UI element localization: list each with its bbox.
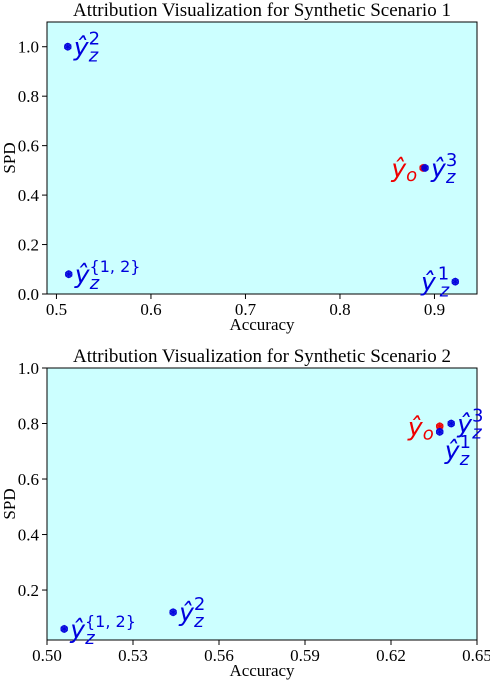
x-tick-label: 0.62 bbox=[376, 646, 406, 665]
point-label-base: ŷ bbox=[456, 410, 473, 439]
point-label: ŷ{1, 2} bbox=[74, 257, 141, 289]
point-label: ŷ2 bbox=[73, 29, 100, 62]
point-label-superscript: 1 bbox=[438, 264, 449, 285]
chart-title: Attribution Visualization for Synthetic … bbox=[73, 346, 451, 367]
data-point-group: ŷ1z bbox=[435, 427, 471, 470]
point-label-base: ŷ bbox=[444, 436, 461, 465]
y-tick-label: 1.0 bbox=[18, 38, 39, 57]
data-point-marker bbox=[421, 165, 429, 171]
x-axis-label: Accuracy bbox=[229, 315, 295, 334]
y-axis-label: SPD bbox=[0, 142, 19, 173]
y-tick-label: 0.2 bbox=[18, 236, 39, 255]
plot-area bbox=[46, 367, 478, 641]
point-label-superscript: {1, 2} bbox=[85, 612, 136, 631]
point-label-subscript: o bbox=[423, 423, 434, 444]
plot-area bbox=[46, 21, 478, 295]
point-label: ŷ3 bbox=[456, 406, 483, 439]
x-tick-label: 0.56 bbox=[204, 646, 234, 665]
data-point-group: ŷ{1, 2}z bbox=[64, 257, 141, 294]
point-label-base: ŷ bbox=[69, 615, 86, 644]
y-tick-label: 0.2 bbox=[18, 581, 39, 600]
data-point-group: ŷ3z bbox=[447, 406, 483, 444]
data-point-group: ŷ3z bbox=[421, 150, 457, 188]
point-label-base: ŷ bbox=[73, 33, 90, 62]
data-point-marker bbox=[436, 429, 444, 435]
x-tick-label: 0.59 bbox=[290, 646, 320, 665]
point-label-superscript: 1 bbox=[460, 432, 471, 453]
data-point-group: ŷ2z bbox=[169, 594, 205, 632]
data-point-group: ŷ2z bbox=[63, 29, 100, 67]
y-tick-label: 0.6 bbox=[18, 470, 39, 489]
point-label: ŷ{1, 2} bbox=[69, 612, 136, 644]
point-label: ŷ1 bbox=[444, 432, 471, 465]
data-point-group: ŷo bbox=[407, 412, 444, 444]
point-label-superscript: 2 bbox=[89, 29, 100, 50]
point-label-superscript: {1, 2} bbox=[90, 257, 141, 276]
x-axis-label: Accuracy bbox=[229, 661, 295, 680]
data-point-marker bbox=[451, 279, 459, 284]
x-tick-label: 0.53 bbox=[118, 646, 148, 665]
point-label-subscript: o bbox=[406, 165, 417, 186]
y-tick-label: 0.0 bbox=[18, 285, 39, 304]
y-tick-label: 0.8 bbox=[18, 87, 39, 106]
point-label-base: ŷ bbox=[74, 260, 91, 289]
x-tick-label: 0.65 bbox=[462, 646, 490, 665]
data-point-marker bbox=[436, 423, 444, 429]
point-label-base: ŷ bbox=[390, 154, 407, 183]
point-label-superscript: 3 bbox=[446, 150, 457, 171]
point-label-base: ŷ bbox=[178, 598, 195, 627]
point-label-subscript: z bbox=[89, 273, 100, 294]
point-label-subscript: z bbox=[193, 611, 204, 632]
point-label: ŷo bbox=[407, 412, 434, 444]
point-label-subscript: z bbox=[471, 423, 482, 444]
x-tick-label: 0.9 bbox=[424, 300, 445, 319]
data-point-marker bbox=[64, 44, 72, 50]
data-point-marker bbox=[65, 271, 73, 277]
chart-panel-2: Attribution Visualization for Synthetic … bbox=[0, 346, 490, 680]
point-label: ŷo bbox=[390, 154, 417, 186]
point-label-base: ŷ bbox=[430, 154, 447, 183]
point-label-subscript: z bbox=[439, 281, 450, 302]
x-tick-label: 0.6 bbox=[140, 300, 161, 319]
y-tick-label: 1.0 bbox=[18, 359, 39, 378]
data-point-marker bbox=[169, 609, 177, 615]
y-tick-label: 0.4 bbox=[18, 526, 40, 545]
point-label: ŷ3 bbox=[430, 150, 457, 183]
x-tick-label: 0.50 bbox=[32, 646, 62, 665]
data-point-marker bbox=[447, 421, 455, 426]
y-tick-label: 0.4 bbox=[18, 186, 40, 205]
point-label-superscript: 2 bbox=[194, 594, 205, 615]
point-label-subscript: z bbox=[459, 449, 470, 470]
point-label-subscript: z bbox=[445, 167, 456, 188]
y-tick-label: 0.6 bbox=[18, 137, 39, 156]
data-point-marker bbox=[60, 626, 68, 632]
point-label-subscript: z bbox=[88, 46, 99, 67]
y-tick-label: 0.8 bbox=[18, 415, 39, 434]
chart-title: Attribution Visualization for Synthetic … bbox=[73, 0, 451, 21]
x-tick-label: 0.7 bbox=[235, 300, 257, 319]
x-tick-label: 0.8 bbox=[329, 300, 350, 319]
point-label-subscript: z bbox=[84, 628, 95, 649]
point-label-base: ŷ bbox=[407, 412, 424, 441]
point-label: ŷ2 bbox=[178, 594, 205, 627]
point-label-superscript: 3 bbox=[472, 406, 483, 427]
x-tick-label: 0.5 bbox=[46, 300, 67, 319]
y-axis-label: SPD bbox=[0, 488, 19, 519]
chart-panel-1: Attribution Visualization for Synthetic … bbox=[0, 0, 478, 334]
data-point-group: ŷ{1, 2}z bbox=[60, 612, 136, 649]
point-label-base: ŷ bbox=[420, 268, 437, 297]
